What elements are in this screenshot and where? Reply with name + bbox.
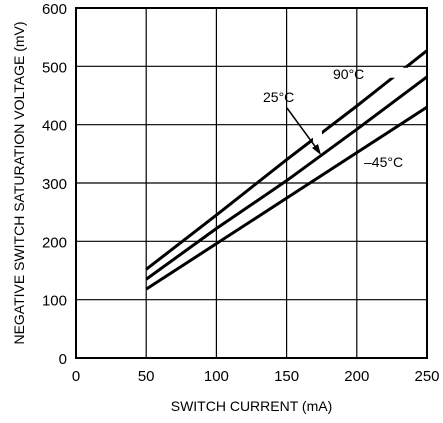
curve-labels: 90°C 25°C –45°C <box>263 66 403 170</box>
x-tick-label: 50 <box>138 368 155 385</box>
grid <box>76 8 427 358</box>
y-tick-label: 400 <box>42 118 67 135</box>
tick-labels: 0 50 100 150 200 250 0 100 200 300 400 500 600 <box>42 1 440 385</box>
y-tick-label: 0 <box>59 351 67 368</box>
label-arrowhead <box>312 144 321 155</box>
y-tick-label: 600 <box>42 1 67 18</box>
curve-label: –45°C <box>364 154 403 170</box>
label-gap <box>313 131 322 141</box>
x-tick-label: 250 <box>414 368 439 385</box>
label-gap <box>382 68 416 78</box>
x-tick-label: 150 <box>274 368 299 385</box>
x-tick-label: 0 <box>72 368 80 385</box>
curve-label: 90°C <box>333 66 364 82</box>
y-tick-label: 300 <box>42 176 67 193</box>
label-arrow <box>287 108 317 149</box>
y-tick-label: 500 <box>42 59 67 76</box>
y-tick-label: 100 <box>42 293 67 310</box>
x-axis-label: SWITCH CURRENT (mA) <box>171 398 333 414</box>
x-tick-label: 100 <box>204 368 229 385</box>
curve-label: 25°C <box>263 89 294 105</box>
y-tick-label: 200 <box>42 234 67 251</box>
x-tick-label: 200 <box>344 368 369 385</box>
y-axis-label: NEGATIVE SWITCH SATURATION VOLTAGE (mV) <box>11 21 27 344</box>
